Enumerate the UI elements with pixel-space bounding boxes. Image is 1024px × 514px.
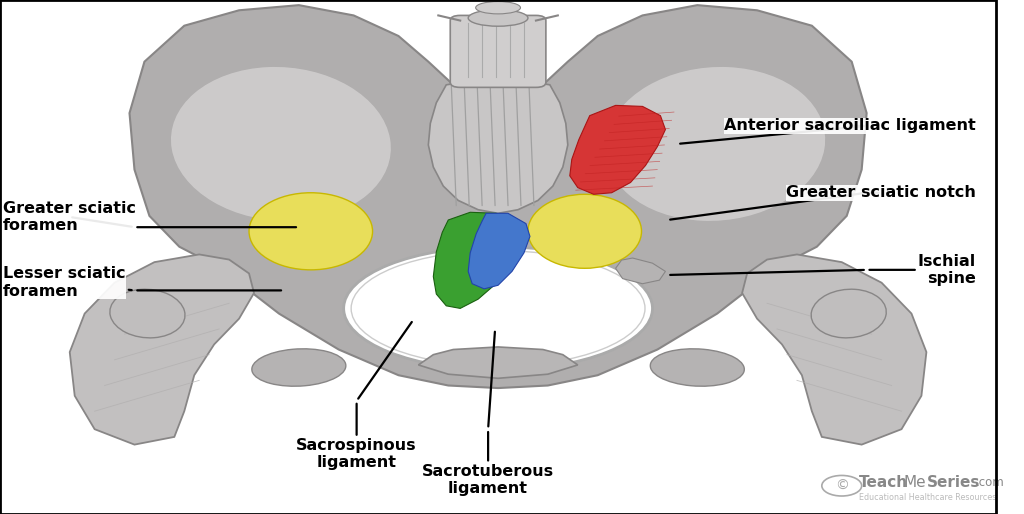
Text: Sacrospinous
ligament: Sacrospinous ligament	[296, 403, 417, 470]
Text: Series: Series	[927, 474, 980, 490]
Text: Ischial
spine: Ischial spine	[869, 253, 976, 286]
Text: ©: ©	[835, 479, 849, 493]
Polygon shape	[428, 81, 567, 213]
Polygon shape	[615, 258, 666, 284]
Ellipse shape	[252, 349, 346, 386]
Ellipse shape	[110, 289, 185, 338]
Ellipse shape	[476, 2, 520, 14]
Ellipse shape	[811, 289, 887, 338]
Text: Greater sciatic notch: Greater sciatic notch	[786, 185, 976, 200]
Polygon shape	[468, 213, 530, 289]
Text: Greater sciatic
foramen: Greater sciatic foramen	[3, 200, 136, 233]
Ellipse shape	[249, 193, 373, 270]
FancyBboxPatch shape	[451, 15, 546, 87]
Polygon shape	[70, 254, 254, 445]
Ellipse shape	[468, 10, 528, 26]
Text: Lesser sciatic
foramen: Lesser sciatic foramen	[3, 266, 132, 299]
Ellipse shape	[344, 247, 652, 370]
Text: .com: .com	[976, 475, 1005, 489]
Polygon shape	[419, 347, 578, 378]
Text: Me: Me	[903, 474, 926, 490]
Ellipse shape	[605, 67, 825, 221]
Text: Anterior sacroiliac ligament: Anterior sacroiliac ligament	[724, 118, 976, 134]
Ellipse shape	[171, 67, 391, 221]
Ellipse shape	[650, 349, 744, 386]
Text: Teach: Teach	[859, 474, 908, 490]
Polygon shape	[569, 105, 666, 194]
Polygon shape	[742, 254, 927, 445]
Ellipse shape	[528, 194, 641, 268]
Text: Sacrotuberous
ligament: Sacrotuberous ligament	[422, 432, 554, 496]
Polygon shape	[433, 212, 523, 308]
Polygon shape	[129, 5, 866, 388]
Text: Educational Healthcare Resources: Educational Healthcare Resources	[859, 493, 996, 502]
